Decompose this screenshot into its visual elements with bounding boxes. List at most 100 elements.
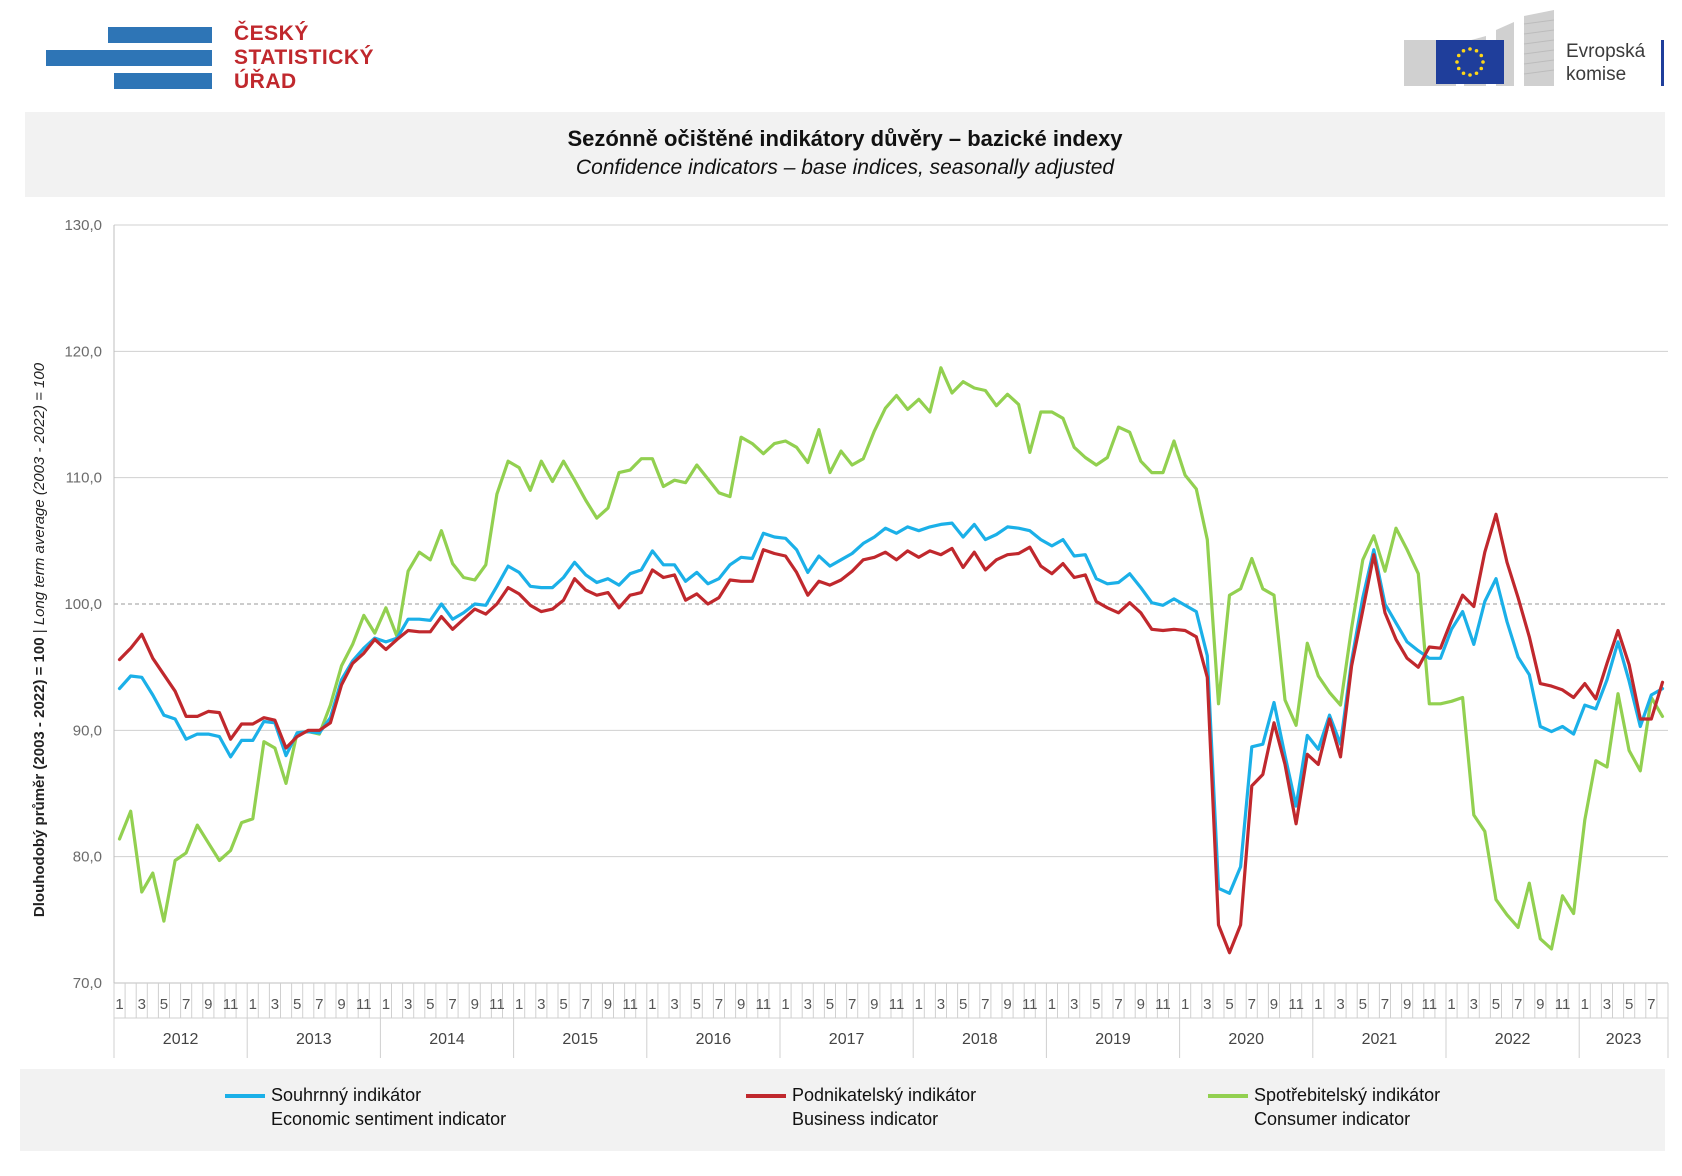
x-month-label: 3 (404, 996, 412, 1013)
csu-logo-text: ČESKÝ STATISTICKÝ ÚŘAD (234, 22, 374, 94)
x-year-label: 2018 (962, 1031, 998, 1048)
chart-legend: Souhrnný indikátor Economic sentiment in… (20, 1069, 1665, 1151)
x-month-label: 11 (1155, 996, 1171, 1013)
x-month-label: 9 (1403, 996, 1411, 1013)
y-tick-label: 100,0 (64, 596, 102, 613)
x-month-label: 7 (1381, 996, 1389, 1013)
x-month-label: 1 (1581, 996, 1589, 1013)
x-month-label: 11 (756, 996, 772, 1013)
eu-star (1479, 66, 1484, 71)
legend-label-en: Consumer indicator (1254, 1109, 1411, 1129)
series-line-business (117, 512, 1665, 955)
legend-text-economic-sentiment: Souhrnný indikátor Economic sentiment in… (271, 1083, 506, 1131)
x-month-label: 3 (1203, 996, 1211, 1013)
legend-swatch-economic-sentiment (225, 1094, 265, 1098)
y-tick-label: 110,0 (66, 470, 102, 487)
x-month-label: 9 (1003, 996, 1011, 1013)
x-month-label: 1 (781, 996, 789, 1013)
x-month-label: 5 (1625, 996, 1633, 1013)
eu-star (1474, 71, 1479, 76)
eu-flag-icon (1436, 40, 1504, 84)
x-month-label: 3 (138, 996, 146, 1013)
x-month-label: 1 (382, 996, 390, 1013)
legend-label-cz: Souhrnný indikátor (271, 1085, 422, 1105)
x-month-label: 11 (1288, 996, 1304, 1013)
x-month-label: 7 (182, 996, 190, 1013)
x-month-label: 5 (160, 996, 168, 1013)
x-month-label: 9 (1270, 996, 1278, 1013)
legend-swatch-business (746, 1094, 786, 1098)
y-axis-label: Dlouhodobý průměr (2003 - 2022) = 100 | … (31, 362, 48, 917)
x-year-label: 2015 (562, 1031, 598, 1048)
x-month-label: 1 (249, 996, 257, 1013)
eu-star (1474, 48, 1479, 53)
csu-logo-bar-1 (108, 27, 212, 43)
x-year-label: 2012 (163, 1031, 199, 1048)
x-month-label: 7 (1647, 996, 1655, 1013)
legend-text-business: Podnikatelský indikátor Business indicat… (792, 1083, 976, 1131)
eu-star (1456, 53, 1461, 58)
x-month-label: 7 (448, 996, 456, 1013)
x-month-label: 5 (693, 996, 701, 1013)
x-month-label: 7 (315, 996, 323, 1013)
chart-title: Sezónně očištěné indikátory důvěry – baz… (567, 126, 1123, 151)
y-tick-label: 90,0 (73, 722, 102, 739)
csu-logo-bar-3 (114, 73, 212, 89)
x-month-label: 3 (1603, 996, 1611, 1013)
x-month-label: 1 (1048, 996, 1056, 1013)
x-month-label: 1 (648, 996, 656, 1013)
x-month-label: 5 (826, 996, 834, 1013)
y-tick-label: 120,0 (64, 343, 102, 360)
y-tick-label: 80,0 (73, 849, 102, 866)
x-year-label: 2019 (1095, 1031, 1131, 1048)
eu-star (1455, 60, 1459, 64)
x-month-label: 11 (1555, 996, 1571, 1013)
x-month-label: 9 (604, 996, 612, 1013)
x-month-label: 11 (489, 996, 505, 1013)
x-month-label: 7 (981, 996, 989, 1013)
legend-text-consumer: Spotřebitelský indikátor Consumer indica… (1254, 1083, 1440, 1131)
eu-star (1461, 71, 1466, 76)
x-month-label: 5 (559, 996, 567, 1013)
x-month-label: 3 (1336, 996, 1344, 1013)
csu-logo: ČESKÝ STATISTICKÝ ÚŘAD (46, 22, 374, 98)
x-month-label: 9 (870, 996, 878, 1013)
european-commission-logo: Evropská komise (1404, 10, 1674, 86)
x-month-label: 3 (1470, 996, 1478, 1013)
ec-logo-line-2: komise (1566, 64, 1627, 85)
x-month-label: 5 (959, 996, 967, 1013)
x-month-label: 3 (804, 996, 812, 1013)
x-month-label: 7 (1248, 996, 1256, 1013)
y-axis-label-main: Dlouhodobý průměr (2003 - 2022) = 100 (31, 637, 48, 917)
series-lines (117, 366, 1665, 955)
eu-star (1468, 73, 1472, 77)
x-year-label: 2020 (1228, 1031, 1264, 1048)
x-month-label: 1 (1447, 996, 1455, 1013)
eu-star (1479, 53, 1484, 58)
legend-label-cz: Podnikatelský indikátor (792, 1085, 977, 1105)
x-month-label: 9 (204, 996, 212, 1013)
header: ČESKÝ STATISTICKÝ ÚŘAD Evropská komise (0, 0, 1682, 110)
csu-logo-bar-2 (46, 50, 212, 66)
csu-logo-line-2: STATISTICKÝ (234, 46, 375, 69)
y-axis-label-italic: Long term average (2003 - 2022) = 100 (31, 362, 48, 625)
x-month-label: 3 (537, 996, 545, 1013)
ec-logo-text: Evropská komise (1566, 40, 1645, 86)
x-month-label: 3 (271, 996, 279, 1013)
csu-logo-line-1: ČESKÝ (234, 22, 309, 45)
x-month-label: 9 (1137, 996, 1145, 1013)
x-month-label: 5 (1225, 996, 1233, 1013)
x-month-label: 1 (915, 996, 923, 1013)
ec-logo-rule (1661, 40, 1664, 86)
legend-label-en: Business indicator (792, 1109, 939, 1129)
x-month-label: 3 (937, 996, 945, 1013)
eu-star (1461, 48, 1466, 53)
series-line-consumer (117, 366, 1665, 951)
x-year-label: 2016 (696, 1031, 732, 1048)
x-month-label: 5 (1359, 996, 1367, 1013)
x-month-label: 11 (1022, 996, 1038, 1013)
x-year-label: 2022 (1495, 1031, 1531, 1048)
x-year-label: 2014 (429, 1031, 465, 1048)
